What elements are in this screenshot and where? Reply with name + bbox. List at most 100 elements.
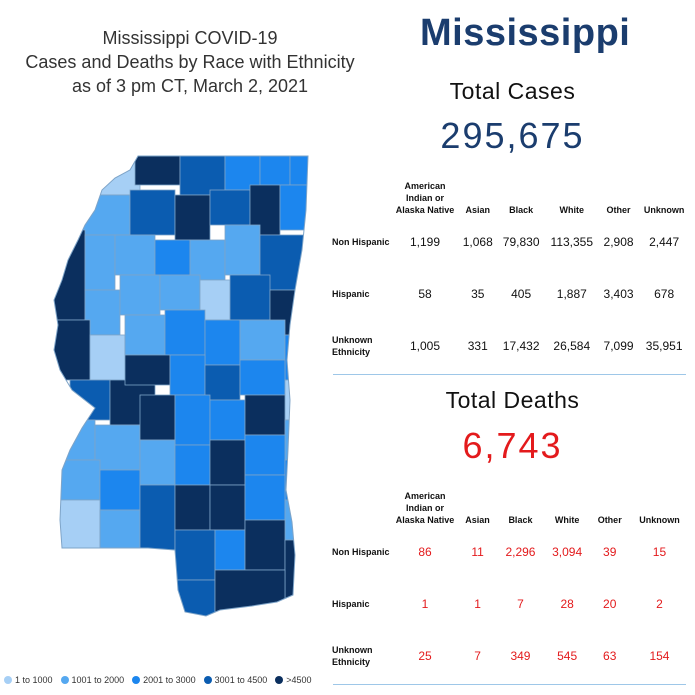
table-row: Unknown Ethnicity 25 7 349 545 63 154 xyxy=(330,630,690,682)
county-newton xyxy=(209,399,246,441)
column-header: Black xyxy=(509,205,534,215)
deaths-header-row: American Indian or Alaska Native Asian B… xyxy=(330,476,690,526)
county-clarke xyxy=(284,419,308,461)
table-cell: 79,830 xyxy=(502,235,540,249)
table-cell: 86 xyxy=(418,545,432,559)
county-walthall xyxy=(139,484,176,551)
table-row: Non Hispanic 86 11 2,296 3,094 39 15 xyxy=(330,526,690,578)
county-desoto xyxy=(134,156,181,186)
county-warren xyxy=(69,379,111,421)
legend-swatch-2 xyxy=(60,676,69,684)
table-cell: 1,005 xyxy=(409,339,441,353)
county-benton xyxy=(224,156,261,191)
county-leake xyxy=(169,354,206,396)
row-label-header xyxy=(330,166,392,216)
county-stone xyxy=(214,529,246,571)
column-header: American Indian or Alaska Native xyxy=(395,491,455,525)
legend-label: >4500 xyxy=(286,675,312,685)
table-cell: 2 xyxy=(656,597,663,611)
county-pontotoc xyxy=(224,224,261,276)
county-tippah xyxy=(259,156,291,186)
table-cell: 25 xyxy=(418,649,432,663)
table-cell: 405 xyxy=(511,287,532,301)
table-cell: 7 xyxy=(474,649,481,663)
state-outline xyxy=(53,155,309,617)
map-legend: 1 to 1000 1001 to 2000 2001 to 3000 3001… xyxy=(4,671,312,689)
county-george xyxy=(284,499,308,541)
table-cell: 7,099 xyxy=(603,339,634,353)
total-deaths-value: 6,743 xyxy=(462,425,563,466)
table-cell: 1 xyxy=(421,597,429,611)
deaths-table: American Indian or Alaska Native Asian B… xyxy=(330,476,690,682)
county-noxubee xyxy=(239,319,286,361)
table-cell: 11 xyxy=(471,545,484,559)
table-cell: 2,296 xyxy=(505,545,536,559)
legend-label: 1001 to 2000 xyxy=(71,675,125,685)
row-label: Non Hispanic xyxy=(332,237,390,247)
county-chickasaw xyxy=(229,274,271,321)
table-cell: 1,199 xyxy=(409,235,441,249)
county-tallahatchie xyxy=(114,234,156,276)
county-lafayette xyxy=(174,194,211,241)
legend-item: 3001 to 4500 xyxy=(203,675,268,685)
legend-label: 3001 to 4500 xyxy=(214,675,268,685)
column-header: Other xyxy=(597,515,622,525)
map-title-line3: as of 3 pm CT, March 2, 2021 xyxy=(71,76,309,96)
bottom-divider xyxy=(333,684,686,685)
table-cell: 58 xyxy=(418,287,432,301)
map-title: Mississippi COVID-19 Cases and Deaths by… xyxy=(0,26,380,98)
county-neshoba xyxy=(204,364,241,401)
county-simpson xyxy=(139,439,176,486)
table-cell: 28 xyxy=(560,597,574,611)
county-perry xyxy=(244,474,286,521)
county-coahoma xyxy=(79,194,131,236)
table-cell: 3,403 xyxy=(603,287,634,301)
county-holmes xyxy=(124,314,166,356)
table-cell: 35 xyxy=(471,287,485,301)
table-row: Hispanic 1 1 7 28 20 2 xyxy=(330,578,690,630)
county-coast xyxy=(214,569,286,616)
county-pike xyxy=(99,509,141,551)
table-row: Unknown Ethnicity 1,005 331 17,432 26,58… xyxy=(330,320,690,372)
table-cell: 35,951 xyxy=(645,339,683,353)
legend-swatch-1 xyxy=(4,676,12,684)
county-madison xyxy=(124,354,171,386)
table-cell: 545 xyxy=(557,649,578,663)
county-humphreys xyxy=(84,289,121,336)
column-header: Unknown xyxy=(643,205,685,215)
county-alcorn xyxy=(289,156,308,186)
table-cell: 7 xyxy=(517,597,524,611)
row-label-header xyxy=(330,476,392,526)
table-cell: 678 xyxy=(654,287,675,301)
county-attala xyxy=(164,309,206,356)
legend-label: 2001 to 3000 xyxy=(143,675,196,685)
table-cell: 349 xyxy=(510,649,531,663)
legend-swatch-5 xyxy=(275,676,284,684)
section-divider xyxy=(333,374,686,375)
legend-swatch-3 xyxy=(132,676,141,684)
county-lincoln xyxy=(99,469,141,511)
column-header: Other xyxy=(606,205,631,215)
deaths-title: Total Deaths xyxy=(445,387,580,413)
table-cell: 20 xyxy=(603,597,617,611)
county-jones xyxy=(209,484,246,531)
county-forrest xyxy=(174,484,211,531)
row-label: Non Hispanic xyxy=(332,547,390,557)
legend-swatch-4 xyxy=(203,676,212,684)
county-kemper xyxy=(239,359,286,396)
column-header: Black xyxy=(508,515,533,525)
legend-item: 1001 to 2000 xyxy=(60,675,125,685)
table-cell: 113,355 xyxy=(550,235,594,249)
table-row: Hispanic 58 35 405 1,887 3,403 678 xyxy=(330,268,690,320)
column-header: Asian xyxy=(465,205,491,215)
legend-item: 2001 to 3000 xyxy=(132,675,196,685)
county-yalobusha xyxy=(154,239,191,276)
county-jasper xyxy=(209,439,246,486)
county-sunflower xyxy=(84,234,116,291)
county-tunica xyxy=(99,156,141,196)
county-winston xyxy=(204,319,241,366)
cases-table: American Indian or Alaska Native Asian B… xyxy=(330,166,690,372)
table-cell: 26,584 xyxy=(553,339,591,353)
table-cell: 1 xyxy=(474,597,481,611)
county-marshall xyxy=(179,156,226,196)
